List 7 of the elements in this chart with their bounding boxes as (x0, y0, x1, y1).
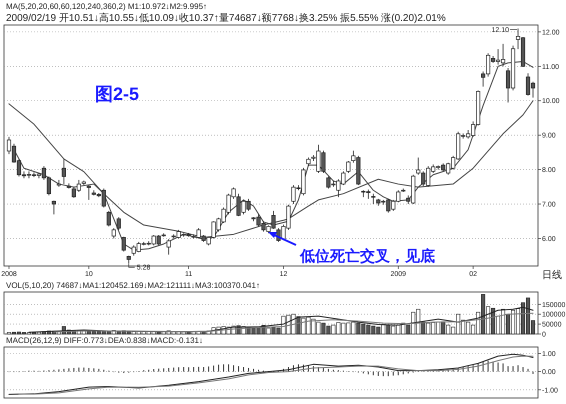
chart-title: MACD(26,12,9) DIFF:0.773↓DEA:0.838↓MACD:-0.131↓ (6, 336, 203, 345)
x-axis-title: 日线 (542, 269, 562, 281)
annotation: 图2-5 (95, 84, 140, 104)
chart-title: MA(5,20,20,60,60,120,240,360,2) M1:10.972↓M2:9.995↑ (6, 2, 208, 11)
annotation: 低位死亡交叉，见底 (299, 247, 435, 265)
chart-title: VOL(5,10,20) 74687↓MA1:120452.169↓MA2:121111↓MA3:100370.041↑ (6, 281, 260, 290)
chart-subtitle: 2009/02/19 开10.51↓高10.55↓低10.09↓收10.37↑量74687↓额7768↓换3.25% 振5.55% 涨(0.20)2.01% (6, 12, 446, 24)
